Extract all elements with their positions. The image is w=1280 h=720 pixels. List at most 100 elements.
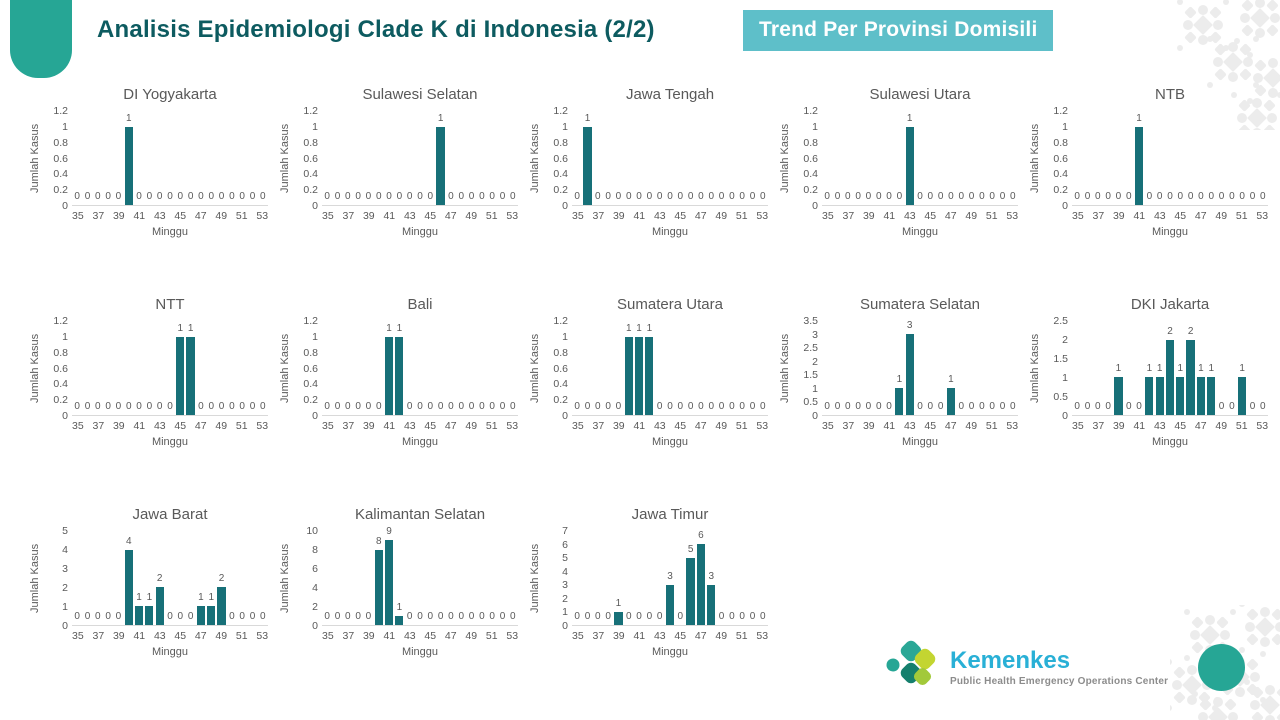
bar-slot: 0 xyxy=(415,531,425,625)
bar-slot: 1 xyxy=(134,531,144,625)
y-tick-label: 0.2 xyxy=(553,394,568,407)
bar-value-label: 6 xyxy=(698,530,704,542)
bar-slot: 0 xyxy=(435,531,445,625)
x-tick-label xyxy=(977,420,986,432)
y-tick-label: 4 xyxy=(62,544,68,556)
x-tick-label: 35 xyxy=(1072,210,1084,222)
chart-body: Jumlah Kasus 0 0.2 0.4 0.6 0.8 1 1.2 0 0 0 0 0 0 1 1 0 0 0… xyxy=(278,315,528,448)
bar-slot: 1 xyxy=(1155,321,1165,415)
bar xyxy=(946,388,956,415)
y-tick-label: 0.4 xyxy=(1053,168,1068,181)
x-tick-label xyxy=(1084,420,1093,432)
bar-value-label: 0 xyxy=(1156,191,1163,202)
bar-slot: 0 xyxy=(332,321,342,415)
bar-slot: 0 xyxy=(353,111,363,205)
x-tick-label: 37 xyxy=(1092,210,1105,222)
bar-value-label: 0 xyxy=(760,191,766,202)
y-tick-label: 1 xyxy=(62,120,68,133)
bar-slot: 0 xyxy=(665,321,675,415)
bar-value-label: 0 xyxy=(760,611,766,622)
chart-body: Jumlah Kasus 0 2 4 6 8 10 0 0 0 0 0 8 9 1 0 0 0 0 0 0 0 0 0 0 0 35… xyxy=(278,525,528,658)
bar-slot: 0 xyxy=(185,531,195,625)
bar-value-label: 0 xyxy=(198,191,204,202)
bar-value-label: 0 xyxy=(74,191,80,202)
x-tick-label: 47 xyxy=(444,420,457,432)
y-axis-label: Jumlah Kasus xyxy=(279,543,291,614)
bar-slot: 0 xyxy=(508,111,518,205)
bar-slot: 0 xyxy=(247,321,257,415)
y-tick-label: 1 xyxy=(312,120,318,133)
bar-slot: 0 xyxy=(758,531,768,625)
x-tick-label: 45 xyxy=(424,420,437,432)
bar-slot: 3 xyxy=(706,531,716,625)
bar-value-label: 1 xyxy=(187,322,194,334)
y-tick-label: 3 xyxy=(812,328,818,341)
bar-slot: 0 xyxy=(343,531,353,625)
bar-value-label: 0 xyxy=(656,611,663,622)
x-axis-label: Minggu xyxy=(151,226,189,238)
y-axis-ticks: 0 0.2 0.4 0.6 0.8 1 1.2 xyxy=(542,315,572,422)
bar-value-label: 0 xyxy=(749,401,756,412)
y-tick-label: 1.2 xyxy=(553,315,568,327)
x-tick-label xyxy=(166,210,175,222)
y-tick-label: 0.6 xyxy=(53,362,68,375)
bar-slot: 0 xyxy=(1185,111,1195,205)
bar-slot: 1 xyxy=(1134,111,1144,205)
bar xyxy=(207,606,216,625)
bar-slot: 0 xyxy=(966,321,976,415)
y-tick-label: 1.2 xyxy=(53,105,68,117)
plot-column: 0 0 0 0 0 0 0 0 0 0 0 1 0 0 0 0 0 0 0 35 37 39 41 43 45 47 49 51 53 M… xyxy=(322,111,518,238)
bar-value-label: 0 xyxy=(677,401,684,412)
x-tick-label: 47 xyxy=(944,210,957,222)
x-tick-label: 41 xyxy=(383,630,396,642)
x-tick-label: 53 xyxy=(256,210,269,222)
x-tick-label: 51 xyxy=(485,630,498,642)
bar-value-label: 0 xyxy=(584,401,591,412)
x-axis-ticks: 35 37 39 41 43 45 47 49 51 53 xyxy=(72,210,268,222)
bar-slot: 0 xyxy=(82,531,92,625)
bar-value-label: 1 xyxy=(396,601,403,613)
x-tick-label xyxy=(895,210,904,222)
bar-slot: 0 xyxy=(456,321,466,415)
bar-value-label: 0 xyxy=(229,191,235,202)
bar xyxy=(624,336,633,415)
bar-slot: 0 xyxy=(82,321,92,415)
bar-value-label: 0 xyxy=(177,191,184,202)
province-chart: Jawa Tengah Jumlah Kasus 0 0.2 0.4 0.6 0.8 1 1.2… xyxy=(528,84,778,294)
bar-slot: 8 xyxy=(374,531,384,625)
bar-value-label: 0 xyxy=(437,401,444,412)
chart-title: Jawa Timur xyxy=(631,506,709,523)
x-tick-label xyxy=(604,420,613,432)
x-tick-label: 37 xyxy=(592,630,605,642)
bar-value-label: 3 xyxy=(667,570,673,582)
bar-value-label: 0 xyxy=(739,611,745,622)
bar-value-label: 1 xyxy=(177,322,184,334)
bar-slot: 0 xyxy=(843,321,853,415)
bar-value-label: 0 xyxy=(687,401,694,412)
bar-slot: 2 xyxy=(216,531,226,625)
bar-value-label: 0 xyxy=(1177,191,1184,202)
x-tick-label: 53 xyxy=(506,630,519,642)
x-tick-label xyxy=(957,210,966,222)
y-tick-label: 0.4 xyxy=(803,168,818,181)
bar-slot: 1 xyxy=(634,321,644,415)
bar-slot: 0 xyxy=(727,111,737,205)
bar-slot: 0 xyxy=(134,321,144,415)
bar-value-label: 0 xyxy=(708,191,714,202)
bar-slot: 0 xyxy=(1103,111,1113,205)
charts-grid: DI Yogyakarta Jumlah Kasus 0 0.2 0.4 0.6 0.8 1 1… xyxy=(28,84,1278,714)
bar-value-label: 0 xyxy=(105,611,111,622)
x-tick-label: 39 xyxy=(362,420,375,432)
x-tick-label: 51 xyxy=(1235,210,1248,222)
bar-value-label: 0 xyxy=(136,191,142,202)
bar-slot: 0 xyxy=(1124,321,1134,415)
x-tick-label: 37 xyxy=(842,210,855,222)
bar-slot: 0 xyxy=(487,321,497,415)
x-tick-label xyxy=(166,420,175,432)
bar-value-label: 3 xyxy=(708,570,714,582)
bar xyxy=(196,606,206,625)
bar-value-label: 0 xyxy=(239,191,245,202)
bar-value-label: 0 xyxy=(958,191,964,202)
x-tick-label: 47 xyxy=(694,210,707,222)
bar-slot: 0 xyxy=(747,321,757,415)
